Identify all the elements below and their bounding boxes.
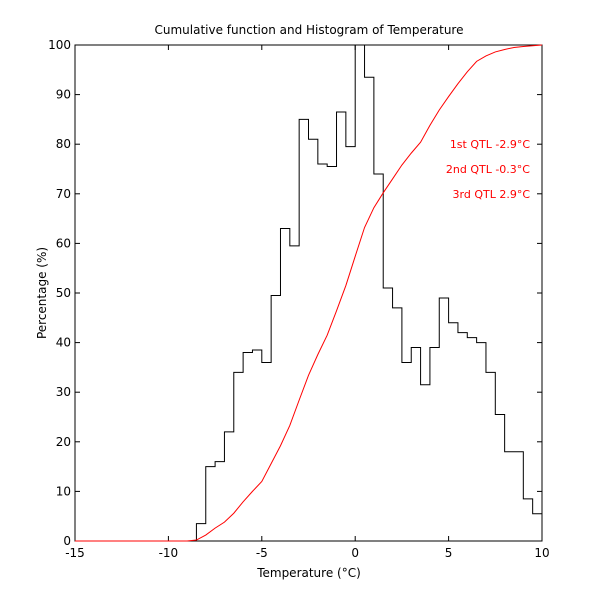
cumulative-series (75, 44, 543, 542)
x-axis-label: Temperature (°C) (256, 566, 361, 580)
y-tick-label: 10 (56, 484, 71, 498)
y-axis-label: Percentage (%) (35, 247, 49, 339)
chart-title: Cumulative function and Histogram of Tem… (155, 23, 464, 37)
y-tick-label: 50 (56, 286, 71, 300)
x-tick-label: -10 (159, 546, 179, 560)
annotation-q3: 3rd QTL 2.9°C (453, 188, 531, 201)
x-tick-label: -15 (65, 546, 85, 560)
x-tick-label: -5 (256, 546, 268, 560)
y-tick-label: 30 (56, 385, 71, 399)
y-tick-label: 100 (48, 38, 71, 52)
x-tick-label: 10 (534, 546, 549, 560)
x-axis: -15 -10 -5 0 5 10 (65, 45, 550, 560)
y-tick-label: 70 (56, 187, 71, 201)
x-tick-label: 5 (445, 546, 453, 560)
histogram-series (195, 44, 543, 541)
y-tick-label: 20 (56, 435, 71, 449)
x-tick-label: 0 (351, 546, 359, 560)
annotation-q2: 2nd QTL -0.3°C (446, 163, 530, 176)
y-tick-label: 0 (63, 534, 71, 548)
annotation-q1: 1st QTL -2.9°C (450, 138, 531, 151)
y-tick-label: 60 (56, 236, 71, 250)
y-tick-label: 90 (56, 88, 71, 102)
y-tick-label: 80 (56, 137, 71, 151)
y-axis: 0 10 20 30 40 50 60 70 80 90 100 (48, 38, 542, 548)
y-tick-label: 40 (56, 336, 71, 350)
